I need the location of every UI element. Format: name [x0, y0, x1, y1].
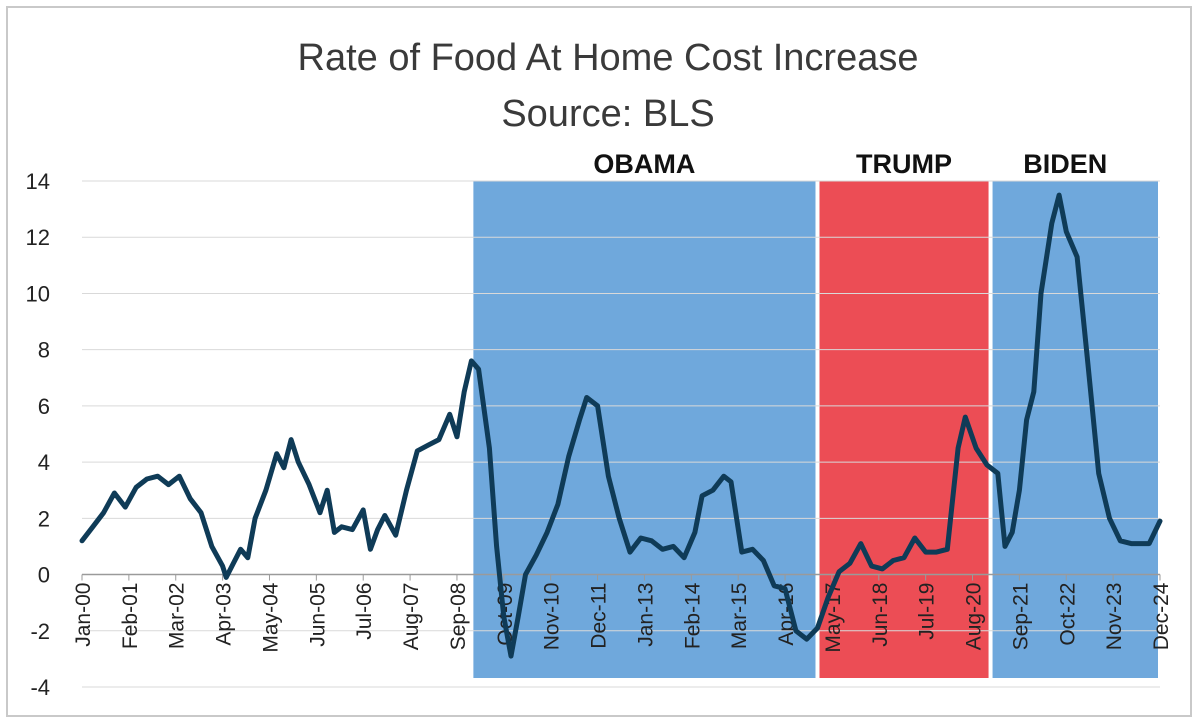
x-axis-ticks: Jan-00 Feb-01 Mar-02 Apr-03 May-04 Jun-05 Jul-…	[72, 574, 1173, 653]
series-line-0	[79, 192, 1163, 659]
x-tick-label: Aug-20	[963, 583, 986, 651]
x-tick-label: Jan-00	[72, 583, 95, 647]
y-tick-label: 0	[38, 563, 50, 588]
data-series	[79, 192, 1163, 659]
x-tick-label: Jun-05	[306, 583, 329, 647]
x-tick-label: Dec-24	[1150, 582, 1173, 650]
x-tick-label: Sep-08	[447, 583, 470, 651]
y-axis-ticks: 14 12 10 8 6 4 2 0 -2 -4	[26, 169, 50, 700]
y-tick-label: 2	[38, 506, 50, 531]
y-tick-label: 12	[26, 225, 50, 250]
x-tick-label: Sep-21	[1009, 583, 1032, 651]
era-label-obama: OBAMA	[593, 149, 695, 179]
x-tick-label: Jan-13	[634, 583, 657, 647]
x-tick-label: Jul-06	[353, 583, 376, 640]
x-tick-label: Nov-23	[1103, 583, 1126, 651]
y-tick-label: 14	[26, 169, 50, 194]
y-tick-label: -4	[30, 675, 50, 700]
x-tick-label: Jul-19	[916, 583, 939, 640]
y-tick-label: 6	[38, 394, 50, 419]
x-tick-label: Oct-22	[1056, 583, 1079, 646]
chart-title: Rate of Food At Home Cost Increase	[298, 37, 919, 79]
x-tick-label: Dec-11	[588, 583, 611, 649]
x-tick-label: Mar-02	[166, 583, 189, 650]
x-tick-label: Feb-01	[119, 583, 142, 650]
chart-subtitle: Source: BLS	[501, 93, 714, 135]
x-tick-label: Jun-18	[869, 583, 892, 647]
y-tick-label: 10	[26, 281, 50, 306]
x-tick-label: Apr-03	[213, 583, 236, 646]
x-tick-label: Aug-07	[400, 583, 423, 651]
x-tick-label: May-04	[259, 582, 282, 652]
x-tick-label: May-17	[822, 583, 845, 653]
era-band-obama	[473, 181, 816, 678]
era-label-biden: BIDEN	[1023, 149, 1107, 179]
y-tick-label: -2	[30, 619, 50, 644]
x-tick-label: Apr-16	[775, 583, 798, 646]
era-label-trump: TRUMP	[856, 149, 952, 179]
y-tick-label: 4	[38, 450, 50, 475]
x-tick-label: Feb-14	[681, 582, 704, 649]
y-tick-label: 8	[38, 338, 50, 363]
era-band-biden	[992, 181, 1158, 678]
x-tick-label: Mar-15	[728, 583, 751, 650]
x-tick-label: Nov-10	[541, 583, 564, 651]
